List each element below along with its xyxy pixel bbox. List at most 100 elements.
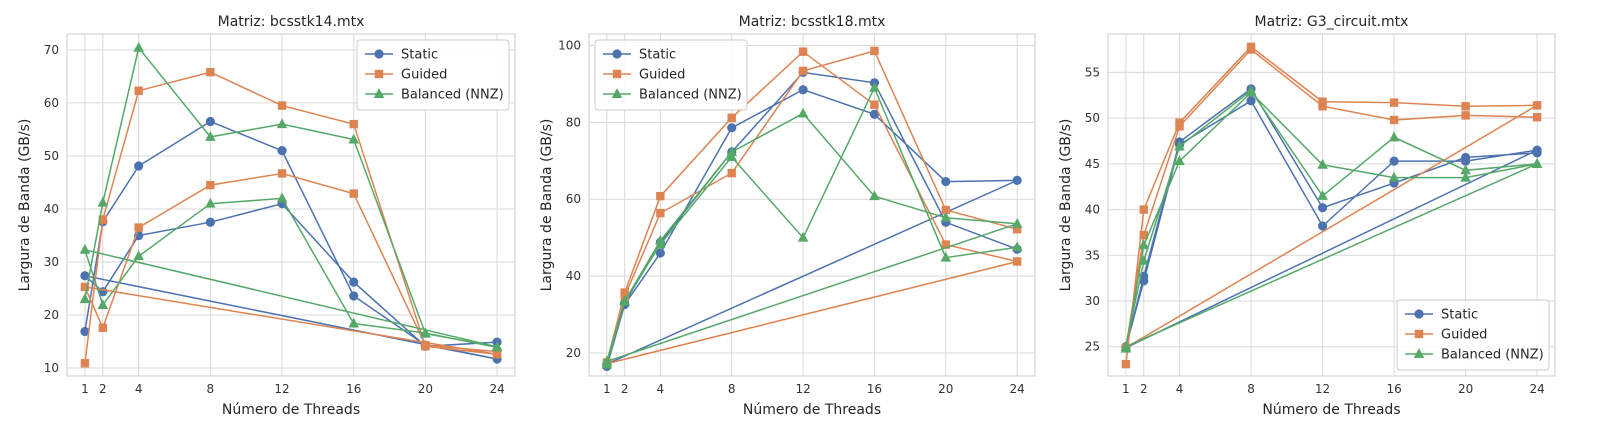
- x-tick-label: 20: [418, 382, 433, 396]
- y-tick-label: 40: [1085, 203, 1100, 217]
- data-point-guided: [870, 100, 879, 109]
- data-point-guided: [206, 67, 215, 77]
- legend-box: [1396, 299, 1550, 371]
- y-tick-label: 35: [1085, 248, 1100, 262]
- x-tick-label: 20: [1458, 382, 1473, 396]
- x-tick-label: 1: [81, 382, 89, 396]
- series-line-guided: [605, 50, 1018, 365]
- data-point-balanced-nnz: [133, 250, 144, 261]
- data-point-guided: [1139, 205, 1148, 214]
- data-point-static: [1012, 175, 1022, 186]
- data-point-balanced-nnz: [619, 295, 630, 306]
- data-point-balanced-nnz: [655, 238, 666, 249]
- data-point-balanced-nnz: [869, 190, 880, 201]
- data-point-guided: [1532, 113, 1542, 122]
- data-point-balanced-nnz: [1245, 84, 1257, 95]
- data-point-static: [727, 123, 737, 133]
- data-point-balanced-nnz: [491, 341, 503, 352]
- legend-box: [594, 39, 748, 111]
- x-tick-label: 2: [621, 382, 629, 396]
- x-tick-label: 12: [1315, 382, 1330, 396]
- data-point-balanced-nnz: [420, 327, 431, 338]
- series-guided: [80, 67, 502, 368]
- x-tick-label: 24: [1010, 382, 1025, 396]
- data-point-balanced-nnz: [1011, 241, 1023, 252]
- data-point-balanced-nnz: [205, 197, 216, 208]
- data-point-balanced-nnz: [276, 118, 288, 129]
- legend-entry-static: Static: [1441, 308, 1478, 323]
- y-tick-label: 30: [44, 255, 59, 269]
- data-point-static: [349, 291, 359, 301]
- y-tick-label: 70: [44, 43, 59, 57]
- data-point-static: [349, 277, 359, 287]
- x-tick-label: 24: [1529, 382, 1544, 396]
- legend: Static Guided Balanced (NNZ): [594, 39, 748, 111]
- data-point-guided: [727, 168, 736, 178]
- data-point-balanced-nnz: [1011, 217, 1023, 228]
- data-point-balanced-nnz: [869, 81, 880, 92]
- data-point-guided: [134, 86, 143, 95]
- x-tick-label: 2: [1140, 382, 1148, 396]
- x-tick-label: 16: [346, 382, 361, 396]
- series-line-static: [1124, 87, 1538, 350]
- y-tick-label: 25: [1085, 340, 1100, 354]
- legend-entry-static: Static: [401, 48, 438, 63]
- data-point-static: [1317, 221, 1328, 231]
- x-tick-label: 4: [1176, 382, 1184, 396]
- data-point-guided: [1012, 257, 1022, 266]
- data-point-balanced-nnz: [1531, 158, 1543, 168]
- data-point-static: [205, 217, 215, 227]
- data-point-balanced-nnz: [97, 196, 109, 207]
- data-point-guided: [206, 180, 215, 190]
- data-point-balanced-nnz: [1174, 140, 1185, 151]
- data-point-guided: [1389, 115, 1399, 125]
- data-point-balanced-nnz: [726, 151, 737, 161]
- y-tick-label: 50: [1085, 111, 1100, 125]
- data-point-guided: [1175, 122, 1184, 131]
- y-axis-label: Largura de Banda (GB/s): [17, 119, 33, 292]
- y-tick-label: 50: [44, 149, 59, 163]
- data-point-guided: [798, 66, 808, 76]
- y-tick-label: 30: [1085, 294, 1100, 308]
- gridlines: [1108, 34, 1555, 376]
- x-tick-label: 16: [867, 382, 882, 396]
- data-point-guided: [656, 191, 665, 201]
- data-point-balanced-nnz: [79, 293, 91, 304]
- plot-frame: [588, 33, 1036, 377]
- data-point-balanced-nnz: [79, 243, 91, 254]
- data-point-static: [1317, 203, 1328, 213]
- data-point-balanced-nnz: [205, 131, 216, 141]
- x-axis-label: Número de Threads: [222, 402, 360, 418]
- data-point-guided: [98, 323, 108, 332]
- legend-marker-static: [612, 49, 622, 59]
- series-line-balanced-nnz: [1124, 89, 1538, 349]
- legend-marker-balanced-nnz: [1413, 348, 1425, 359]
- data-point-guided: [1318, 102, 1327, 111]
- legend-marker-guided: [612, 69, 622, 79]
- legend: Static Guided Balanced (NNZ): [356, 39, 510, 111]
- series-line-balanced-nnz: [83, 46, 498, 349]
- data-point-guided: [1461, 111, 1470, 120]
- data-point-balanced-nnz: [1460, 164, 1471, 175]
- x-tick-label: 12: [795, 382, 810, 396]
- legend-entry-balanced-nnz: Balanced (NNZ): [639, 88, 742, 103]
- data-point-balanced-nnz: [1138, 254, 1150, 265]
- data-point-static: [277, 146, 287, 156]
- legend: Static Guided Balanced (NNZ): [1396, 299, 1550, 371]
- chart-title: Matriz: bcsstk18.mtx: [739, 14, 886, 30]
- data-point-guided: [798, 47, 808, 56]
- data-point-guided: [1461, 102, 1470, 111]
- y-tick-label: 60: [566, 192, 581, 206]
- data-point-balanced-nnz: [348, 317, 359, 328]
- y-tick-label: 100: [558, 39, 581, 53]
- series-balanced-nnz: [601, 81, 1023, 369]
- series-static: [1121, 84, 1542, 353]
- y-tick-label: 20: [44, 308, 59, 322]
- data-point-guided: [727, 113, 736, 122]
- data-point-guided: [277, 101, 287, 110]
- data-point-static: [1461, 152, 1471, 163]
- y-tick-label: 45: [1085, 157, 1100, 171]
- plot-frame: [1107, 33, 1556, 377]
